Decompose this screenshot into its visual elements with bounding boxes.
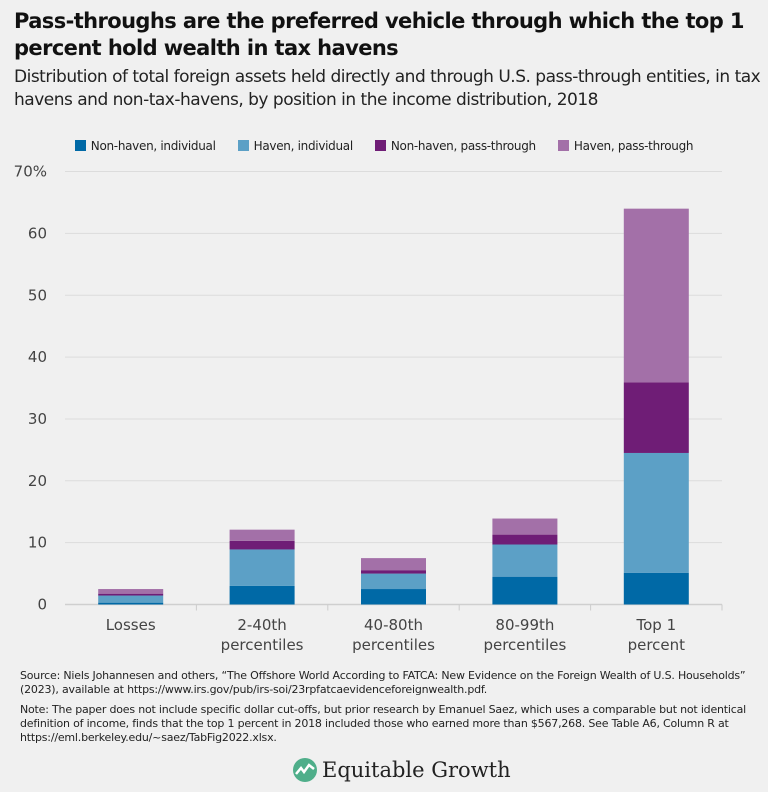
bar-segment: [623, 452, 689, 573]
bar-segment: [492, 534, 558, 545]
legend-item: Haven, pass-through: [557, 139, 694, 153]
y-tick-label: 20: [28, 472, 47, 490]
footnote: Note: The paper does not include specifi…: [20, 703, 747, 744]
bar-segment: [361, 558, 426, 571]
bar-segment: [98, 589, 164, 594]
bar-segment: [229, 529, 295, 541]
legend-label: Non-haven, pass-through: [390, 139, 536, 153]
bar-segment: [361, 570, 426, 574]
equitable-growth-logo: Equitable Growth: [292, 757, 511, 783]
y-tick-label: 0: [37, 596, 47, 614]
legend-swatch: [374, 140, 386, 151]
bar-segment: [98, 602, 164, 605]
legend-swatch: [74, 140, 86, 151]
legend-item: Haven, individual: [237, 139, 354, 153]
bar-segment: [492, 518, 558, 535]
y-tick-label: 50: [28, 286, 47, 304]
y-tick-label: 70%: [14, 163, 47, 181]
bar-segment: [229, 549, 295, 586]
x-tick-label: 80-99th: [495, 616, 554, 634]
y-tick-label: 10: [28, 534, 47, 552]
legend-item: Non-haven, individual: [74, 139, 216, 153]
legend-label: Haven, pass-through: [573, 139, 694, 153]
bar-segment: [229, 585, 295, 605]
bar-segment: [98, 593, 164, 596]
bar-segment: [361, 573, 426, 590]
chart-subtitle: Distribution of total foreign assets hel…: [14, 67, 761, 110]
y-tick-label: 60: [28, 224, 47, 242]
bar-segment: [98, 595, 164, 603]
legend-item: Non-haven, pass-through: [374, 139, 536, 153]
x-tick-label: 2-40th: [237, 616, 286, 634]
legend-swatch: [557, 140, 569, 151]
legend: Non-haven, individual Haven, individual No…: [0, 139, 768, 153]
chart-title: Pass-throughs are the preferred vehicle …: [14, 9, 744, 60]
logo-icon: [293, 758, 317, 782]
x-tick-label: 40-80th: [364, 616, 423, 634]
x-tick-label: percentiles: [352, 636, 435, 654]
bar-segment: [623, 382, 689, 453]
chart-plot: 0 10 20 30 40 50 60 70% Losses 2-40th percentiles 4…: [14, 163, 723, 654]
bar-segment: [492, 576, 558, 605]
bar-segment: [361, 589, 426, 605]
x-tick-label: percent: [628, 636, 686, 654]
bar-segment: [229, 540, 295, 550]
legend-label: Haven, individual: [253, 139, 354, 153]
x-tick-label: Losses: [106, 616, 156, 634]
bar-segment: [623, 208, 689, 383]
bar-segment: [623, 572, 689, 605]
legend-label: Non-haven, individual: [90, 139, 216, 153]
x-tick-label: Top 1: [635, 616, 676, 634]
y-tick-label: 40: [28, 348, 47, 366]
legend-swatch: [237, 140, 249, 151]
y-tick-label: 30: [28, 410, 47, 428]
logo-text: Equitable Growth: [322, 758, 511, 782]
bar-segment: [492, 544, 558, 577]
source-note: Source: Niels Johannesen and others, “Th…: [20, 669, 746, 696]
x-tick-label: percentiles: [221, 636, 304, 654]
x-tick-label: percentiles: [483, 636, 566, 654]
